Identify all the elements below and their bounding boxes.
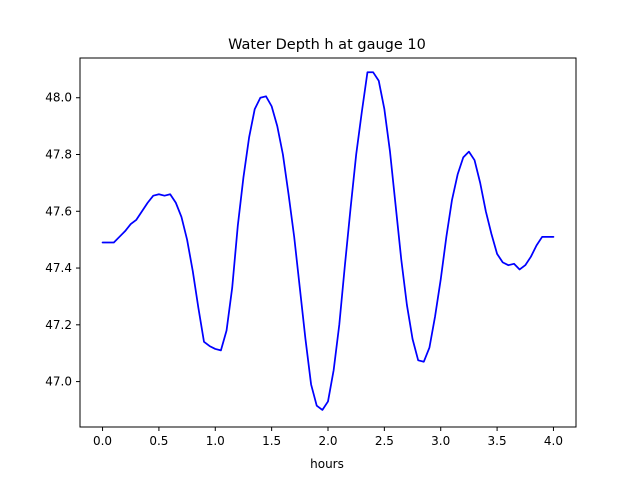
- x-axis-label: hours: [310, 457, 344, 471]
- x-tick-label: 0.5: [149, 434, 168, 448]
- series-line: [101, 71, 555, 411]
- x-tick-label: 4.0: [544, 434, 563, 448]
- y-tick-label: 47.2: [45, 318, 72, 332]
- y-tick-label: 47.6: [45, 204, 72, 218]
- x-tick-label: 2.5: [375, 434, 394, 448]
- x-tick-label: 1.0: [206, 434, 225, 448]
- x-tick-label: 0.0: [93, 434, 112, 448]
- x-tick-label: 3.5: [488, 434, 507, 448]
- x-tick-label: 3.0: [431, 434, 450, 448]
- y-tick-label: 47.8: [45, 148, 72, 162]
- chart-title: Water Depth h at gauge 10: [228, 37, 426, 53]
- y-tick-label: 48.0: [45, 91, 72, 105]
- x-axis: 0.0 0.5 1.0 1.5 2.0 2.5 3.0 3.5 4.0: [93, 427, 563, 448]
- x-tick-label: 2.0: [318, 434, 337, 448]
- y-tick-label: 47.4: [45, 261, 72, 275]
- x-tick-label: 1.5: [262, 434, 281, 448]
- y-axis: 47.0 47.2 47.4 47.6 47.8 48.0: [45, 91, 80, 389]
- y-tick-label: 47.0: [45, 375, 72, 389]
- plot-area: [101, 71, 555, 411]
